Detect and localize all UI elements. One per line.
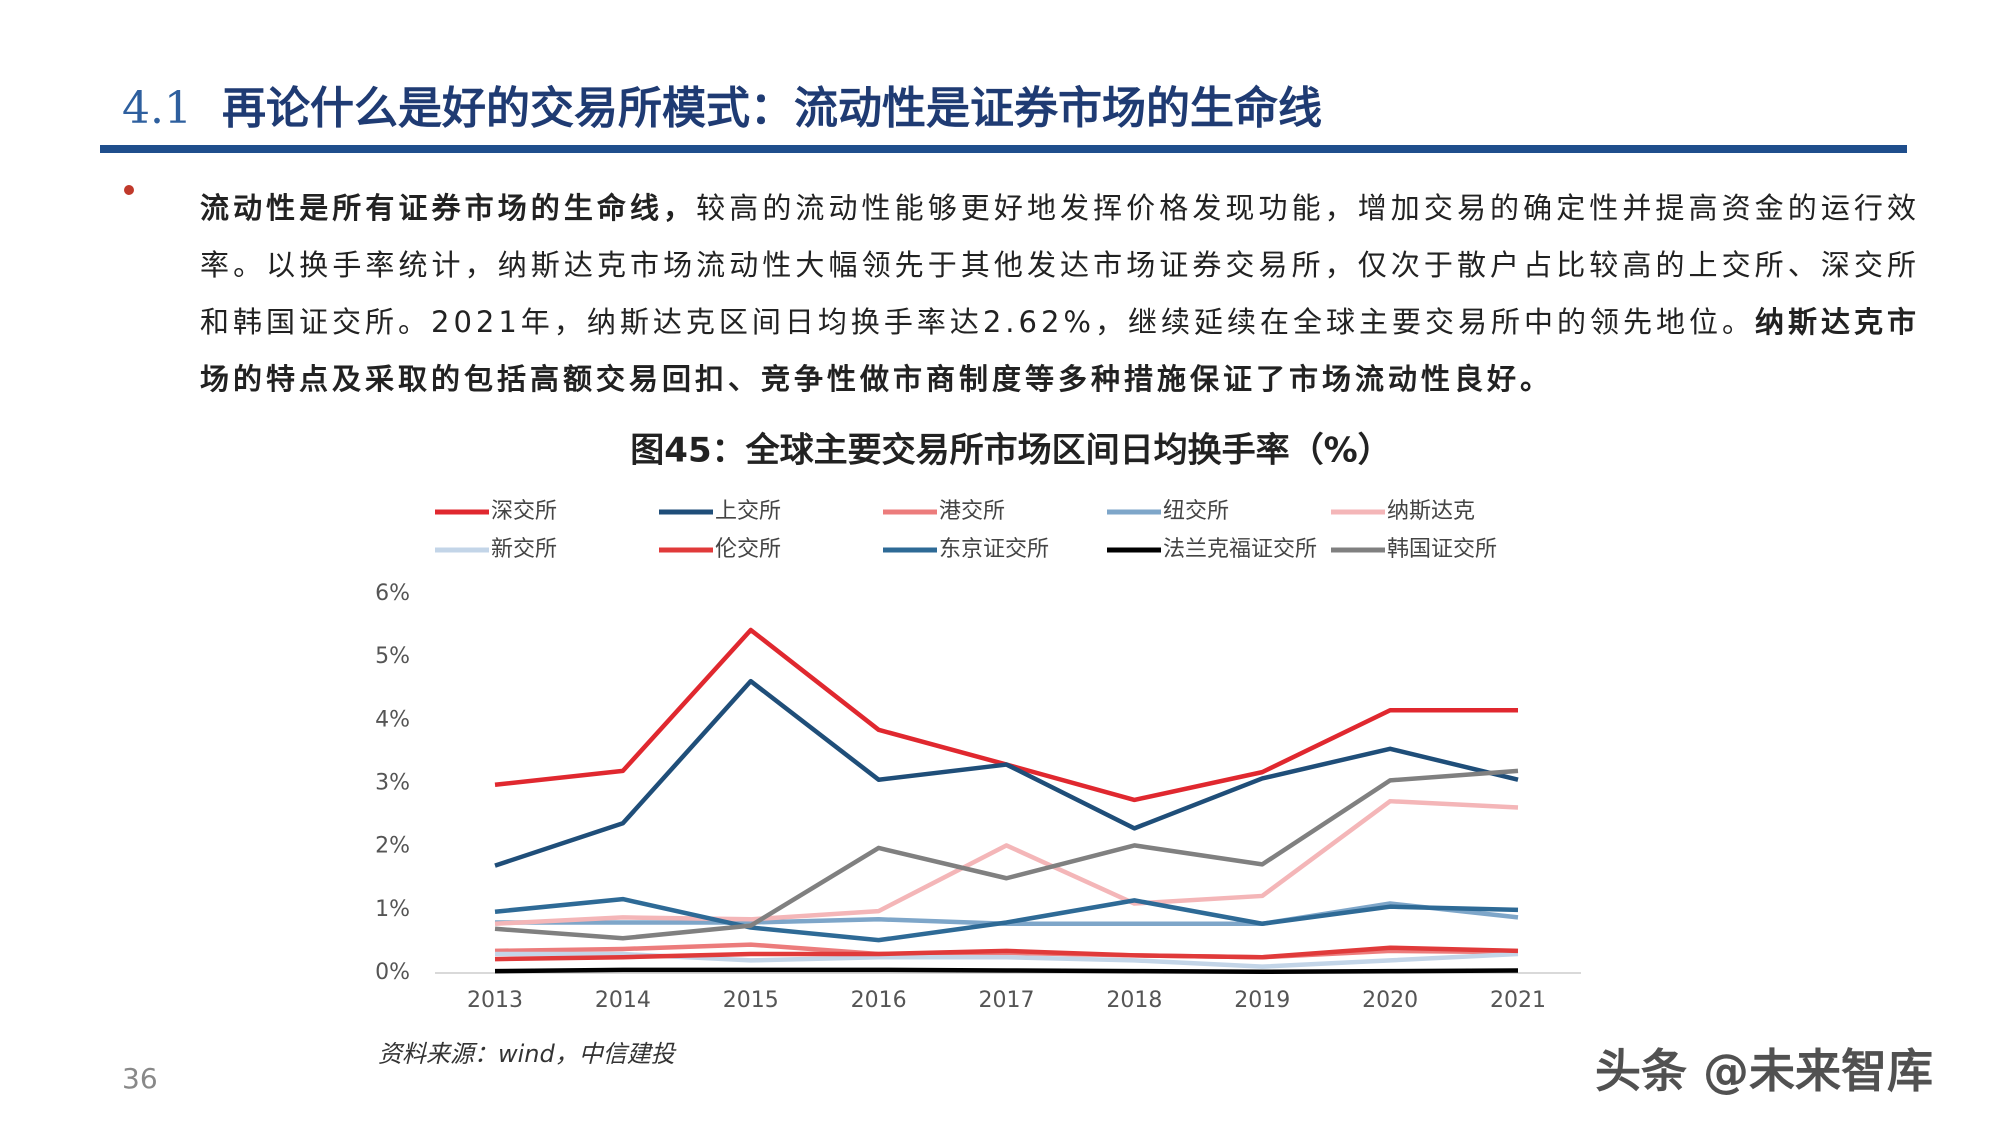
legend-label: 深交所 [491,499,557,524]
y-tick-label: 4% [375,707,410,732]
bullet-paragraph: 流动性是所有证券市场的生命线，较高的流动性能够更好地发挥价格发现功能，增加交易的… [200,180,1920,408]
legend-label: 东京证交所 [939,537,1049,562]
x-tick-label: 2021 [1490,988,1546,1013]
y-tick-label: 1% [375,897,410,922]
series-line [494,945,1519,962]
series-line [494,896,1519,943]
title-text: 再论什么是好的交易所模式：流动性是证券市场的生命线 [221,83,1322,134]
bold-text: 纳斯达克市场的特点及采取的包括高额交易回扣、竞争性做市商制度等多种措施保证了市场… [200,305,1920,396]
x-tick-label: 2013 [467,988,523,1013]
legend-label: 纽交所 [1163,499,1229,524]
legend-label: 新交所 [491,537,557,562]
x-tick-label: 2017 [979,988,1035,1013]
legend-label: 纳斯达克 [1387,499,1475,524]
title-rule [100,145,1907,153]
y-tick-label: 0% [375,960,410,985]
legend-label: 韩国证交所 [1387,537,1497,562]
x-tick-label: 2018 [1106,988,1162,1013]
series-line [494,798,1519,926]
bold-text: 流动性是所有证券市场的生命线， [200,191,697,225]
series-line [494,678,1519,868]
watermark: 头条 @未来智库 [1595,1044,1934,1098]
slide-title: 4.1 再论什么是好的交易所模式：流动性是证券市场的生命线 [122,72,1322,136]
x-tick-label: 2014 [595,988,651,1013]
legend-label: 上交所 [715,499,781,524]
y-tick-label: 5% [375,644,410,669]
legend-label: 法兰克福证交所 [1163,537,1317,562]
page-number: 36 [122,1062,158,1095]
series-line [494,768,1519,941]
source-note: 资料来源：wind，中信建投 [378,1040,675,1068]
legend-label: 伦交所 [715,537,781,562]
chart-title: 图45：全球主要交易所市场区间日均换手率（%） [630,431,1391,471]
x-tick-label: 2020 [1362,988,1418,1013]
section-number: 4.1 [122,83,192,134]
y-tick-label: 2% [375,834,410,859]
series-line [494,967,1519,974]
x-tick-label: 2019 [1234,988,1290,1013]
bullet-dot [124,185,134,195]
legend-label: 港交所 [939,499,1005,524]
y-tick-label: 3% [375,771,410,796]
series-line [494,627,1518,803]
y-tick-label: 6% [375,581,410,606]
x-tick-label: 2015 [723,988,779,1013]
x-tick-label: 2016 [851,988,907,1013]
text: 较高的流动性能够更好地发挥价格发现功能，增加交易的确定性并提高资金的运行效率。以… [200,191,1920,339]
